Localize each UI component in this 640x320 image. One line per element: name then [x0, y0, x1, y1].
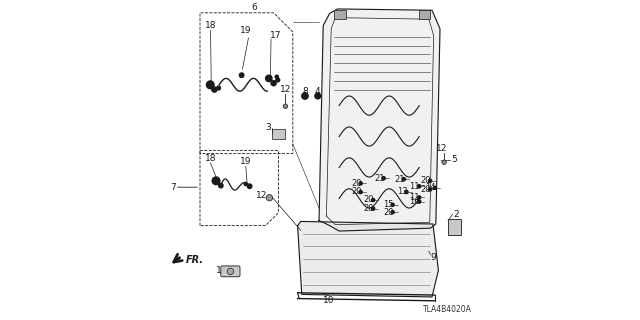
Text: 18: 18	[205, 154, 216, 163]
Text: 19: 19	[240, 157, 252, 166]
Text: 9: 9	[431, 253, 436, 262]
Circle shape	[391, 211, 394, 214]
Circle shape	[212, 87, 217, 92]
Circle shape	[429, 188, 432, 191]
Text: 4: 4	[315, 87, 321, 96]
Polygon shape	[298, 221, 438, 297]
Text: 20: 20	[420, 185, 431, 194]
Circle shape	[216, 86, 220, 90]
Circle shape	[418, 185, 421, 188]
Circle shape	[275, 75, 278, 78]
Circle shape	[403, 178, 406, 181]
Text: 11: 11	[410, 182, 420, 191]
Circle shape	[433, 186, 436, 189]
Circle shape	[248, 184, 252, 188]
Text: TLA4B4020A: TLA4B4020A	[423, 305, 472, 314]
Circle shape	[418, 196, 421, 199]
Text: 20: 20	[351, 179, 362, 188]
Text: 21: 21	[394, 175, 404, 184]
Circle shape	[302, 93, 308, 99]
Text: 20: 20	[364, 196, 374, 204]
Text: 14: 14	[425, 183, 436, 192]
Text: 1: 1	[216, 266, 222, 275]
Circle shape	[266, 195, 273, 201]
Text: 19: 19	[240, 26, 252, 35]
Circle shape	[442, 160, 447, 164]
Circle shape	[244, 182, 248, 186]
Circle shape	[371, 207, 375, 210]
Bar	[272, 129, 285, 139]
Circle shape	[227, 268, 234, 275]
Bar	[334, 10, 346, 19]
Text: 7: 7	[170, 183, 176, 192]
Text: 5: 5	[452, 156, 457, 164]
Circle shape	[266, 75, 272, 82]
Polygon shape	[326, 18, 434, 225]
Circle shape	[218, 183, 223, 188]
Text: 13: 13	[397, 188, 407, 196]
Text: 2: 2	[453, 210, 458, 219]
Text: 20: 20	[351, 188, 362, 196]
Circle shape	[404, 190, 408, 194]
Text: 15: 15	[383, 200, 394, 209]
Text: 10: 10	[323, 296, 335, 305]
Circle shape	[212, 177, 220, 185]
Text: 12: 12	[256, 191, 268, 200]
Circle shape	[283, 104, 288, 108]
Text: 16: 16	[410, 197, 420, 206]
Circle shape	[359, 182, 362, 185]
Bar	[448, 219, 461, 235]
Text: 6: 6	[251, 4, 257, 12]
Circle shape	[359, 190, 362, 194]
Text: 17: 17	[270, 31, 282, 40]
Circle shape	[206, 81, 214, 89]
Text: 11: 11	[410, 193, 420, 202]
Text: 3: 3	[266, 124, 271, 132]
Text: 21: 21	[374, 174, 385, 183]
Circle shape	[429, 179, 432, 182]
Circle shape	[391, 203, 394, 206]
Circle shape	[271, 81, 276, 86]
Text: 12: 12	[280, 85, 291, 94]
FancyBboxPatch shape	[221, 266, 240, 277]
Text: 8: 8	[303, 87, 308, 96]
Circle shape	[382, 177, 385, 180]
Circle shape	[276, 78, 280, 82]
Text: 20: 20	[383, 208, 394, 217]
Circle shape	[371, 198, 375, 202]
Bar	[419, 10, 431, 19]
Circle shape	[418, 200, 421, 203]
Circle shape	[315, 93, 321, 99]
Polygon shape	[319, 9, 440, 231]
Text: 12: 12	[436, 144, 447, 153]
Text: 20: 20	[364, 204, 374, 213]
Text: 20: 20	[420, 176, 431, 185]
Circle shape	[239, 73, 244, 77]
Text: 18: 18	[205, 21, 216, 30]
Text: FR.: FR.	[186, 255, 204, 265]
